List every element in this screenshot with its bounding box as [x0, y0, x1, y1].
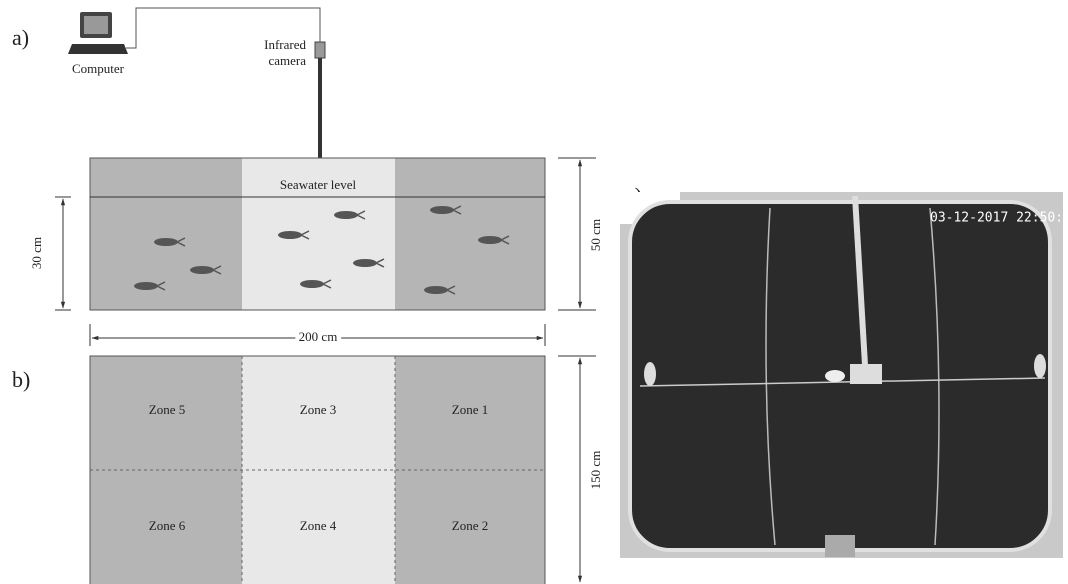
computer-label: Computer — [72, 61, 125, 76]
seawater-label: Seawater level — [280, 177, 357, 192]
camera-photo — [620, 192, 1063, 558]
camera-icon — [315, 42, 325, 58]
dimension-label: 150 cm — [588, 451, 603, 490]
photo-timestamp: 03-12-2017 22:50:00 — [930, 211, 1068, 226]
dimension-label: 30 cm — [29, 237, 44, 269]
panel-label: a) — [12, 25, 29, 50]
dimension-label: 50 cm — [588, 219, 603, 251]
zone-label: Zone 5 — [149, 402, 185, 417]
zone-label: Zone 6 — [149, 518, 186, 533]
panel-label: b) — [12, 367, 30, 392]
zone-label: Zone 3 — [300, 402, 336, 417]
computer-icon — [68, 12, 128, 54]
zone-label: Zone 2 — [452, 518, 488, 533]
figure: a) b) c) Computer Infrared camera Seawat… — [0, 0, 1068, 584]
zone-label: Zone 4 — [300, 518, 337, 533]
tank-top — [90, 356, 545, 584]
camera-label: Infrared — [264, 37, 306, 52]
dimension-label: 200 cm — [299, 329, 338, 344]
zone-label: Zone 1 — [452, 402, 488, 417]
camera-label: camera — [268, 53, 306, 68]
